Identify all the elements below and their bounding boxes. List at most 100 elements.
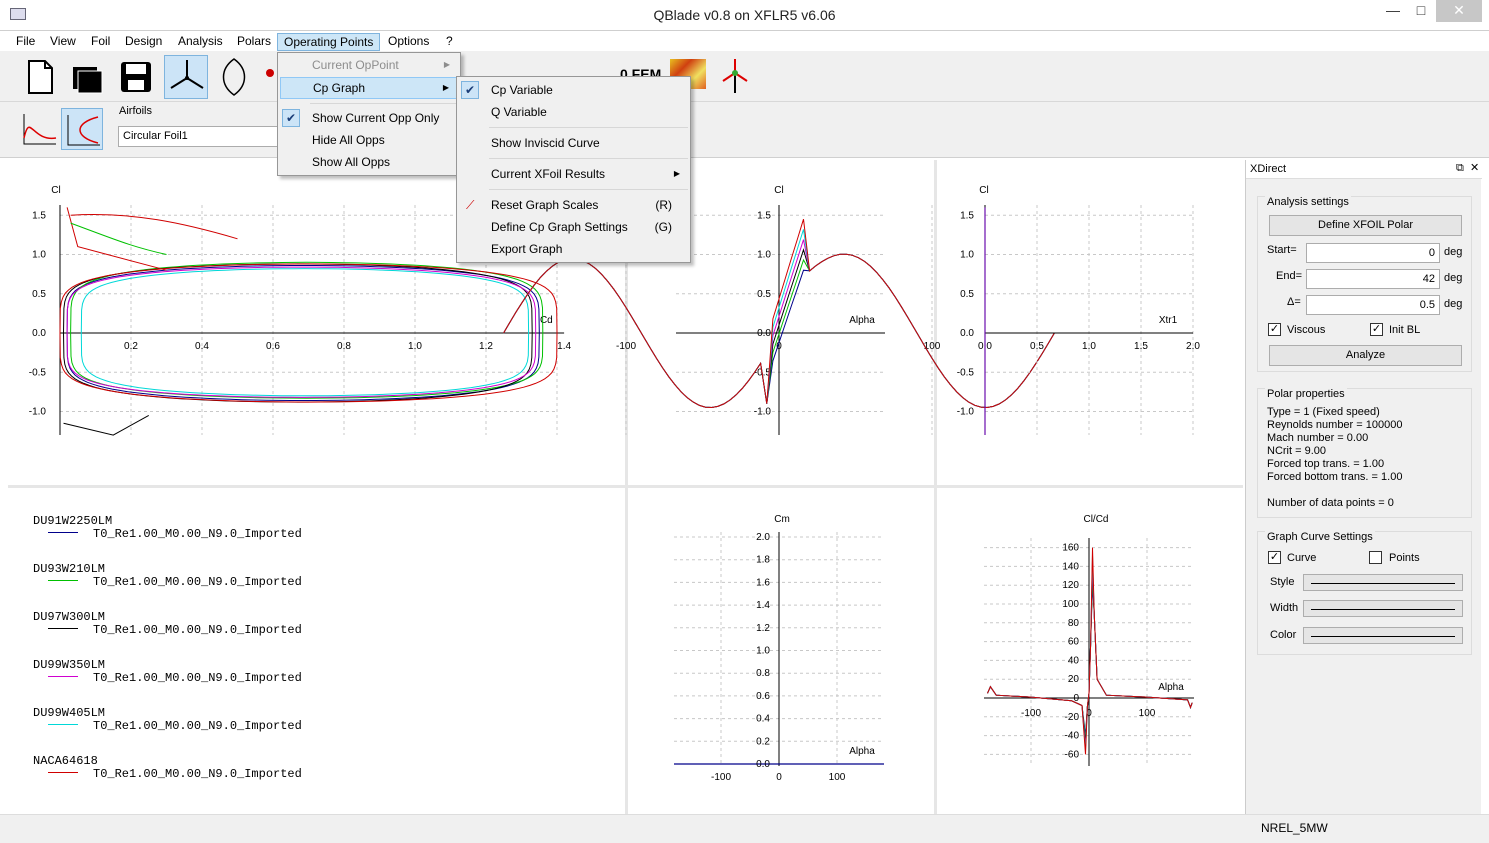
menu-separator	[310, 103, 458, 104]
menu-view[interactable]: View	[50, 34, 76, 48]
cp-graph-submenu: ✔ Cp Variable Q Variable Show Inviscid Cu…	[456, 76, 691, 263]
x-tick-label: 1.4	[557, 341, 571, 352]
polar-curve	[66, 266, 537, 398]
y-tick-label: 160	[1062, 543, 1079, 554]
menu-item-cp-graph[interactable]: Cp Graph ▶	[280, 77, 458, 99]
legend-entry: DU93W210LM T0_Re1.00_M0.00_N9.0_Imported	[33, 562, 302, 611]
menu-item-show-current-opp-only[interactable]: ✔ Show Current Opp Only	[280, 107, 458, 129]
airfoils-label: Airfoils	[119, 105, 153, 117]
airfoil-select[interactable]: Circular Foil1	[118, 126, 283, 147]
y-tick-label: 120	[1062, 580, 1079, 591]
menu-file[interactable]: File	[16, 34, 36, 48]
alpha-curve	[503, 219, 1055, 409]
minimize-button[interactable]: —	[1386, 2, 1400, 18]
init-bl-checkbox[interactable]: ✓	[1370, 323, 1383, 336]
menu-item-hide-all-opps[interactable]: Hide All Opps	[280, 129, 458, 151]
close-button[interactable]: ✕	[1436, 0, 1482, 22]
delta-input[interactable]: 0.5	[1306, 295, 1440, 315]
y-tick-label: 1.5	[757, 210, 771, 221]
clcd-curve	[987, 547, 1193, 755]
close-panel-icon[interactable]: ✕	[1470, 162, 1480, 174]
y-tick-label: 1.2	[756, 623, 770, 634]
menu-item-reset-graph-scales[interactable]: ⟋ Reset Graph Scales (R)	[459, 194, 688, 216]
start-input[interactable]: 0	[1306, 243, 1440, 263]
new-project-button[interactable]	[18, 55, 62, 99]
analyze-button[interactable]: Analyze	[1269, 345, 1462, 366]
menu-item-define-cp-graph-settings[interactable]: Define Cp Graph Settings (G)	[459, 216, 688, 238]
turbine-sim-icon[interactable]	[720, 57, 750, 93]
y-tick-label: 1.0	[32, 250, 46, 261]
save-button[interactable]	[114, 55, 158, 99]
vawt-button[interactable]	[212, 55, 256, 99]
menu-item-export-graph[interactable]: Export Graph	[459, 238, 688, 260]
menu-design[interactable]: Design	[125, 34, 163, 48]
x-tick-label: 1.0	[408, 341, 422, 352]
menu-foil[interactable]: Foil	[91, 34, 111, 48]
menu-item-label: Define Cp Graph Settings	[491, 220, 628, 234]
viscous-checkbox[interactable]: ✓	[1268, 323, 1281, 336]
menu-item-show-all-opps[interactable]: Show All Opps	[280, 151, 458, 173]
submenu-arrow-icon: ▶	[442, 83, 449, 92]
polar-properties-text: Type = 1 (Fixed speed) Reynolds number = …	[1267, 406, 1402, 510]
style-label: Style	[1270, 576, 1295, 588]
y-tick-label: 1.5	[32, 210, 46, 221]
polar-curve-icon	[67, 115, 100, 146]
x-tick-label: 0.6	[266, 341, 280, 352]
legend-polar-row: T0_Re1.00_M0.00_N9.0_Imported	[33, 767, 302, 803]
width-label: Width	[1270, 602, 1299, 614]
start-unit: deg	[1444, 246, 1463, 258]
points-checkbox[interactable]	[1369, 551, 1382, 564]
check-icon: ✔	[282, 109, 300, 127]
y-tick-label: -1.0	[754, 407, 772, 418]
menu-bar: File View Foil Design Analysis Polars Op…	[0, 31, 1489, 51]
legend-foil-name: DU93W210LM	[33, 562, 106, 576]
legend-polar-row: T0_Re1.00_M0.00_N9.0_Imported	[33, 671, 302, 707]
xdirect-panel: XDirect ⧉ ✕ Analysis settings Define XFO…	[1245, 160, 1482, 814]
menu-help[interactable]: ?	[446, 34, 453, 48]
y-tick-label: 0.5	[757, 289, 771, 300]
main-toolbar: 0 FEM	[0, 51, 1489, 102]
open-button[interactable]	[66, 55, 110, 99]
undock-icon[interactable]: ⧉	[1456, 162, 1464, 174]
menu-analysis[interactable]: Analysis	[178, 34, 223, 48]
x-axis-label: Alpha	[849, 315, 875, 326]
legend-polar-name: T0_Re1.00_M0.00_N9.0_Imported	[93, 671, 302, 685]
hawt-button[interactable]	[164, 55, 208, 99]
menu-operating-points[interactable]: Operating Points	[277, 33, 381, 51]
color-select[interactable]	[1303, 627, 1463, 644]
title-bar: QBlade v0.8 on XFLR5 v6.06 — □ ✕	[0, 0, 1489, 31]
menu-separator	[489, 158, 688, 159]
x-tick-label: -100	[711, 772, 731, 783]
y-tick-label: 60	[1068, 637, 1080, 648]
menu-polars[interactable]: Polars	[237, 34, 272, 48]
y-tick-label: 0.8	[756, 668, 770, 679]
y-tick-label: 1.0	[757, 250, 771, 261]
graphs-canvas[interactable]: Cl Cd 0.2 0.4 0.6 0.8 1.0 1.2 1.4 1.5 1.0 0.5 0.0 -0.…	[8, 160, 1243, 814]
y-tick-label: 1.5	[960, 210, 974, 221]
maximize-button[interactable]: □	[1416, 2, 1426, 18]
menu-item-current-xfoil-results[interactable]: Current XFoil Results ▶	[459, 163, 688, 185]
curve-checkbox[interactable]: ✓	[1268, 551, 1281, 564]
legend-polar-name: T0_Re1.00_M0.00_N9.0_Imported	[93, 575, 302, 589]
y-tick-label: 100	[1062, 599, 1079, 610]
polar-view-button[interactable]	[61, 108, 103, 150]
x-tick-label: 100	[924, 341, 941, 352]
style-select[interactable]	[1303, 574, 1463, 591]
legend-polar-name: T0_Re1.00_M0.00_N9.0_Imported	[93, 767, 302, 781]
graph-area: Cl Cd 0.2 0.4 0.6 0.8 1.0 1.2 1.4 1.5 1.0 0.5 0.0 -0.…	[8, 160, 1243, 814]
polar-properties-group: Polar properties Type = 1 (Fixed speed) R…	[1257, 388, 1472, 518]
cp-view-button[interactable]	[18, 108, 60, 150]
end-unit: deg	[1444, 272, 1463, 284]
menu-options[interactable]: Options	[388, 34, 430, 48]
y-axis-label: Cl	[774, 185, 783, 196]
menu-item-q-variable[interactable]: Q Variable	[459, 101, 688, 123]
width-select[interactable]	[1303, 600, 1463, 617]
define-xfoil-polar-button[interactable]: Define XFOIL Polar	[1269, 215, 1462, 236]
end-input[interactable]: 42	[1306, 269, 1440, 289]
y-axis-label: Cm	[774, 514, 790, 525]
menu-item-cp-variable[interactable]: ✔ Cp Variable	[459, 79, 688, 101]
menu-item-show-inviscid-curve[interactable]: Show Inviscid Curve	[459, 132, 688, 154]
menu-item-label: Hide All Opps	[312, 133, 385, 147]
analysis-settings-title: Analysis settings	[1265, 196, 1351, 208]
polar-curve	[59, 263, 558, 403]
